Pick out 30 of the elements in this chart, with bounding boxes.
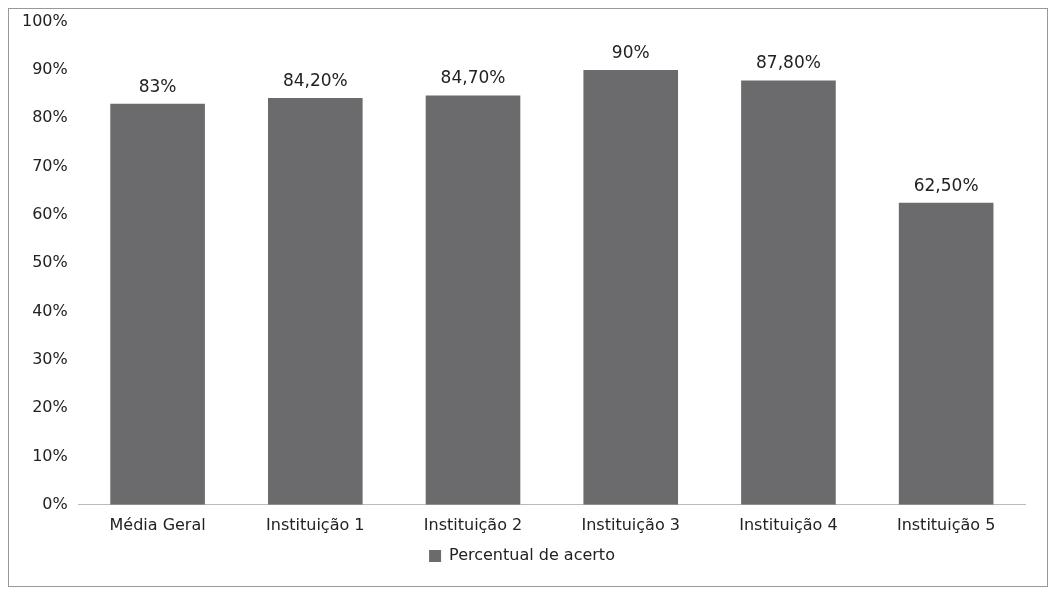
y-tick-label: 40% [32, 300, 68, 320]
data-label: 62,50% [913, 174, 979, 195]
data-label: 84,70% [440, 67, 506, 88]
data-label: 90% [611, 41, 650, 62]
x-tick-label: Instituição 3 [581, 514, 680, 534]
y-tick-label: 30% [32, 349, 68, 368]
x-tick-label: Instituição 2 [423, 514, 523, 534]
y-tick-label: 50% [32, 252, 68, 272]
bar [267, 97, 363, 505]
y-tick-label: 80% [32, 107, 68, 127]
y-tick-label: 20% [32, 397, 68, 417]
legend-label: Percentual de acerto [449, 545, 615, 565]
y-tick-label: 10% [32, 445, 68, 465]
y-tick-label: 0% [42, 493, 68, 513]
data-label: 87,80% [756, 52, 821, 73]
y-tick-label: 60% [32, 204, 68, 224]
x-tick-label: Instituição 4 [739, 514, 838, 534]
x-tick-label: Média Geral [109, 514, 206, 534]
y-tick-label: 90% [32, 59, 68, 79]
bar [583, 69, 679, 505]
bar [425, 95, 521, 505]
data-label: 84,20% [282, 69, 348, 90]
x-tick-label: Instituição 1 [266, 514, 365, 534]
y-tick-label: 100% [21, 10, 68, 30]
bar [741, 80, 836, 505]
y-tick-label: 70% [32, 155, 68, 175]
bar [110, 103, 205, 505]
data-label: 83% [138, 75, 177, 96]
bar [898, 202, 994, 505]
x-tick-label: Instituição 5 [896, 514, 996, 534]
